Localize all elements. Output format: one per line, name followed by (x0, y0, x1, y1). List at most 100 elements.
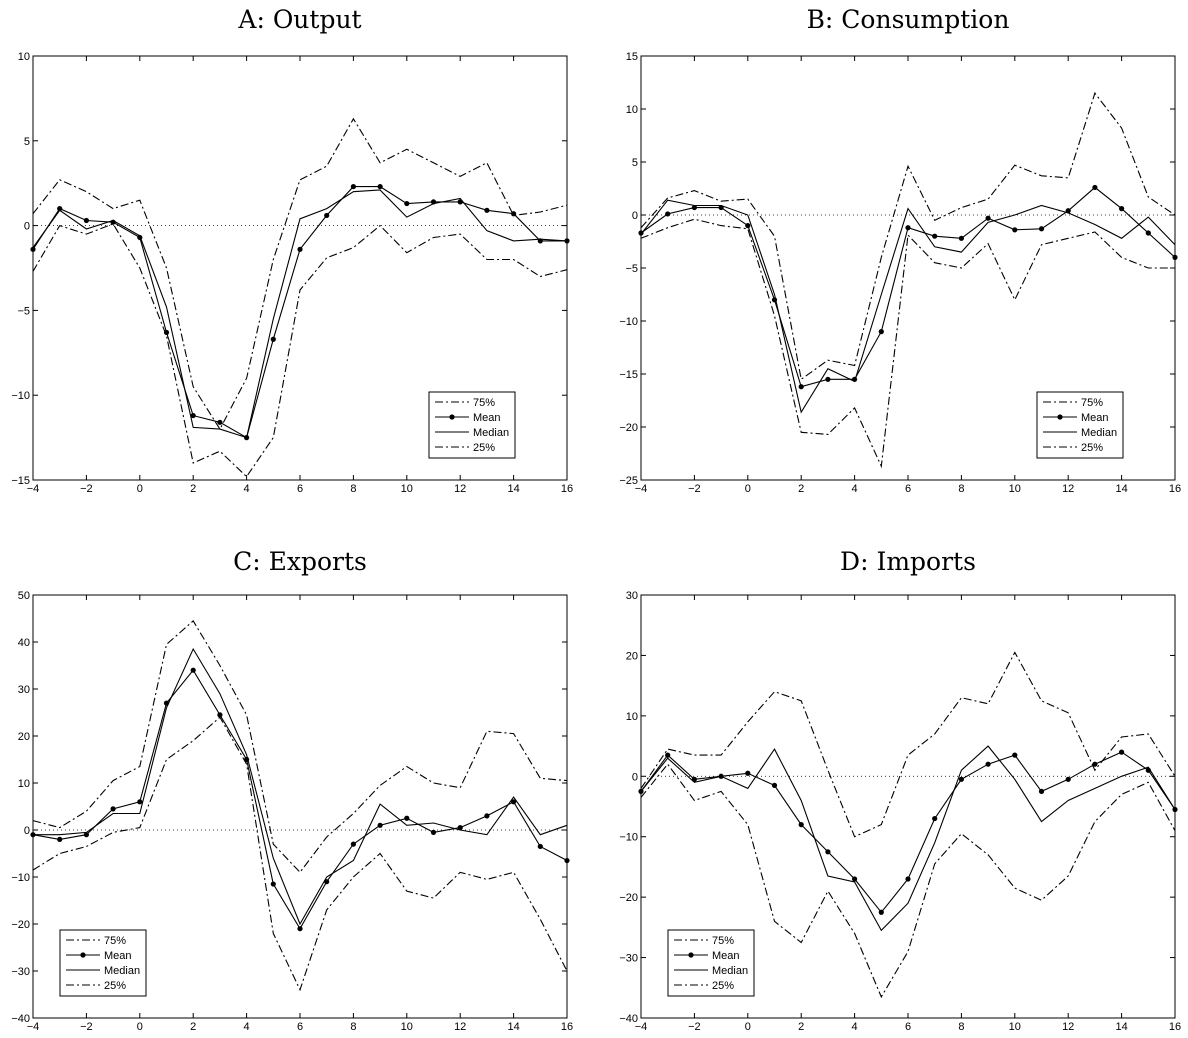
x-tick-label: 12 (454, 483, 466, 495)
mean-point (30, 246, 36, 252)
x-tick-label: 12 (1062, 483, 1074, 495)
series-line-25pct (640, 763, 1176, 999)
x-tick-label: 6 (297, 483, 303, 495)
series-line-median (640, 199, 1176, 414)
mean-point (57, 206, 63, 212)
mean-point (665, 752, 671, 758)
series-line-median (33, 647, 568, 926)
legend-marker (1057, 414, 1063, 420)
y-tick-label: −20 (619, 422, 638, 434)
legend-label: 25% (104, 980, 126, 992)
mean-point (83, 217, 89, 224)
x-tick-label: −2 (688, 483, 701, 495)
legend-box (428, 391, 516, 459)
legend-label: Median (1081, 427, 1117, 439)
series-line-25pct (32, 223, 568, 478)
mean-point (270, 336, 276, 342)
mean-point (1172, 254, 1178, 260)
x-tick-label: 10 (1009, 483, 1021, 495)
mean-point (297, 926, 303, 932)
mean-point (1038, 788, 1045, 794)
mean-point (350, 841, 356, 847)
x-tick-label: 16 (1169, 1021, 1181, 1033)
mean-point (932, 815, 938, 822)
mean-point (190, 667, 196, 673)
mean-point (1092, 184, 1098, 191)
mean-point (691, 204, 698, 211)
x-tick-label: 16 (561, 1021, 573, 1033)
mean-point (57, 836, 63, 843)
mean-point (1012, 227, 1018, 233)
panel-title: B: Consumption (807, 5, 1010, 34)
y-tick-label: −10 (11, 872, 30, 884)
y-tick-label: 10 (626, 104, 638, 116)
y-tick-label: −40 (619, 1013, 638, 1025)
y-tick-label: 40 (18, 637, 30, 649)
x-tick-label: 8 (958, 483, 964, 495)
x-tick-label: −4 (27, 1021, 40, 1033)
y-tick-label: −20 (619, 892, 638, 904)
y-tick-label: −10 (11, 390, 30, 402)
y-tick-label: 30 (626, 590, 638, 602)
mean-point (484, 813, 490, 819)
legend-label: 75% (1081, 397, 1103, 409)
mean-point (564, 857, 570, 864)
mean-point (83, 832, 89, 838)
mean-point (110, 806, 116, 812)
mean-point (745, 223, 751, 229)
x-tick-label: 4 (852, 1021, 858, 1033)
x-tick-label: 4 (244, 483, 250, 495)
x-tick-label: 8 (350, 483, 356, 495)
y-tick-label: 20 (626, 650, 638, 662)
x-tick-label: 2 (190, 483, 196, 495)
y-tick-label: −25 (619, 475, 638, 487)
y-tick-label: 30 (18, 684, 30, 696)
x-tick-label: 8 (350, 1021, 356, 1033)
y-tick-label: 0 (632, 771, 638, 783)
legend-label: Median (104, 965, 140, 977)
y-tick-label: 15 (626, 51, 638, 63)
mean-point (270, 881, 276, 887)
x-tick-label: 2 (190, 1021, 196, 1033)
y-tick-label: −30 (11, 966, 30, 978)
legend-label: 25% (712, 980, 734, 992)
mean-point (537, 843, 543, 850)
mean-point (1145, 230, 1151, 236)
mean-point (932, 233, 938, 239)
x-tick-label: −2 (688, 1021, 701, 1033)
x-tick-label: −4 (635, 1021, 648, 1033)
mean-point (510, 211, 517, 217)
x-tick-label: 0 (745, 483, 751, 495)
x-tick-label: 10 (401, 1021, 413, 1033)
legend-label: 75% (712, 935, 734, 947)
x-tick-label: 0 (137, 483, 143, 495)
y-tick-label: 20 (18, 731, 30, 743)
mean-point (878, 909, 884, 915)
x-tick-label: 0 (137, 1021, 143, 1033)
mean-point (798, 822, 804, 828)
y-tick-label: 50 (18, 590, 30, 602)
legend-label: Mean (473, 412, 501, 424)
y-tick-label: −40 (11, 1013, 30, 1025)
x-tick-label: 14 (507, 1021, 519, 1033)
mean-point (217, 419, 223, 425)
y-tick-label: −5 (625, 263, 638, 275)
series-line-median (640, 745, 1176, 932)
mean-point (350, 183, 356, 190)
x-tick-label: 8 (958, 1021, 964, 1033)
mean-point (457, 825, 463, 831)
y-tick-label: 10 (18, 778, 30, 790)
chart-panel-0: A: Output −4 −2 0 2 4 6 8 10 12 14 16 −15 −10 −5 0 5 10 75… (11, 5, 573, 495)
x-tick-label: 14 (1115, 1021, 1127, 1033)
mean-point (798, 384, 804, 390)
mean-point (324, 212, 330, 219)
mean-point (1119, 749, 1125, 755)
y-tick-label: −30 (619, 953, 638, 965)
y-tick-label: −15 (619, 369, 638, 381)
series-line-75pct (640, 91, 1176, 381)
y-tick-label: 10 (626, 711, 638, 723)
x-tick-label: 2 (798, 483, 804, 495)
mean-point (484, 207, 490, 213)
mean-point (985, 215, 991, 221)
mean-point (297, 246, 303, 252)
